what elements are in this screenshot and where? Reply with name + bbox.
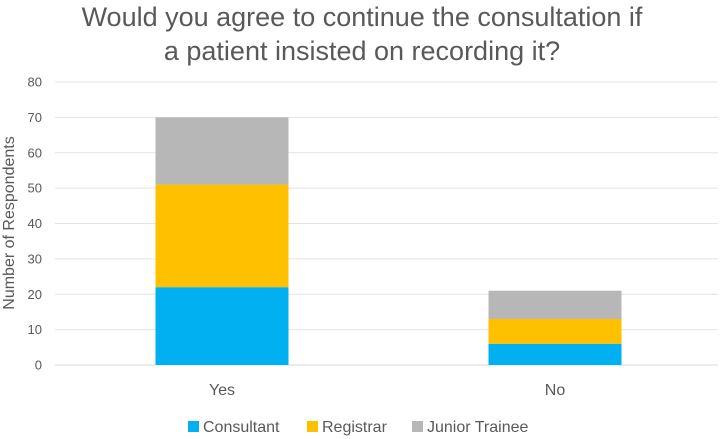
legend-swatch-junior-trainee — [412, 421, 423, 432]
legend-label-consultant: Consultant — [203, 419, 280, 436]
bar-no-registrar — [488, 319, 622, 344]
bars — [155, 117, 622, 365]
legend-item-registrar: Registrar — [307, 419, 388, 436]
y-tick-label-10: 10 — [28, 322, 42, 337]
y-axis-label-group: Number of Respondents — [1, 136, 18, 309]
y-tick-label-70: 70 — [28, 110, 42, 125]
y-tick-label-60: 60 — [28, 145, 42, 160]
legend-swatch-registrar — [307, 421, 318, 432]
bar-yes-registrar — [155, 184, 289, 288]
legend: Consultant Registrar Junior Trainee — [188, 419, 528, 436]
chart-title: Would you agree to continue the consulta… — [82, 2, 643, 66]
y-tick-label-80: 80 — [28, 75, 42, 90]
legend-label-junior-trainee: Junior Trainee — [427, 419, 528, 436]
y-axis-ticks: 0 10 20 30 40 50 60 70 80 — [28, 75, 42, 373]
y-tick-label-40: 40 — [28, 216, 42, 231]
chart-title-line-2: a patient insisted on recording it? — [164, 36, 560, 66]
legend-item-junior-trainee: Junior Trainee — [412, 419, 528, 436]
bar-yes-consultant — [155, 287, 289, 365]
chart-title-line-1: Would you agree to continue the consulta… — [82, 2, 643, 32]
bar-no-consultant — [488, 343, 622, 365]
y-tick-label-30: 30 — [28, 251, 42, 266]
legend-swatch-consultant — [188, 421, 199, 432]
legend-label-registrar: Registrar — [322, 419, 388, 436]
y-tick-label-50: 50 — [28, 181, 42, 196]
y-tick-label-0: 0 — [35, 358, 42, 373]
bar-no-junior-trainee — [488, 290, 622, 320]
x-category-label-no: No — [545, 382, 566, 399]
y-axis-label: Number of Respondents — [1, 136, 18, 309]
y-tick-label-20: 20 — [28, 287, 42, 302]
legend-item-consultant: Consultant — [188, 419, 280, 436]
bar-yes-junior-trainee — [155, 117, 289, 185]
x-category-label-yes: Yes — [209, 382, 235, 399]
x-axis-categories: Yes No — [209, 382, 565, 399]
